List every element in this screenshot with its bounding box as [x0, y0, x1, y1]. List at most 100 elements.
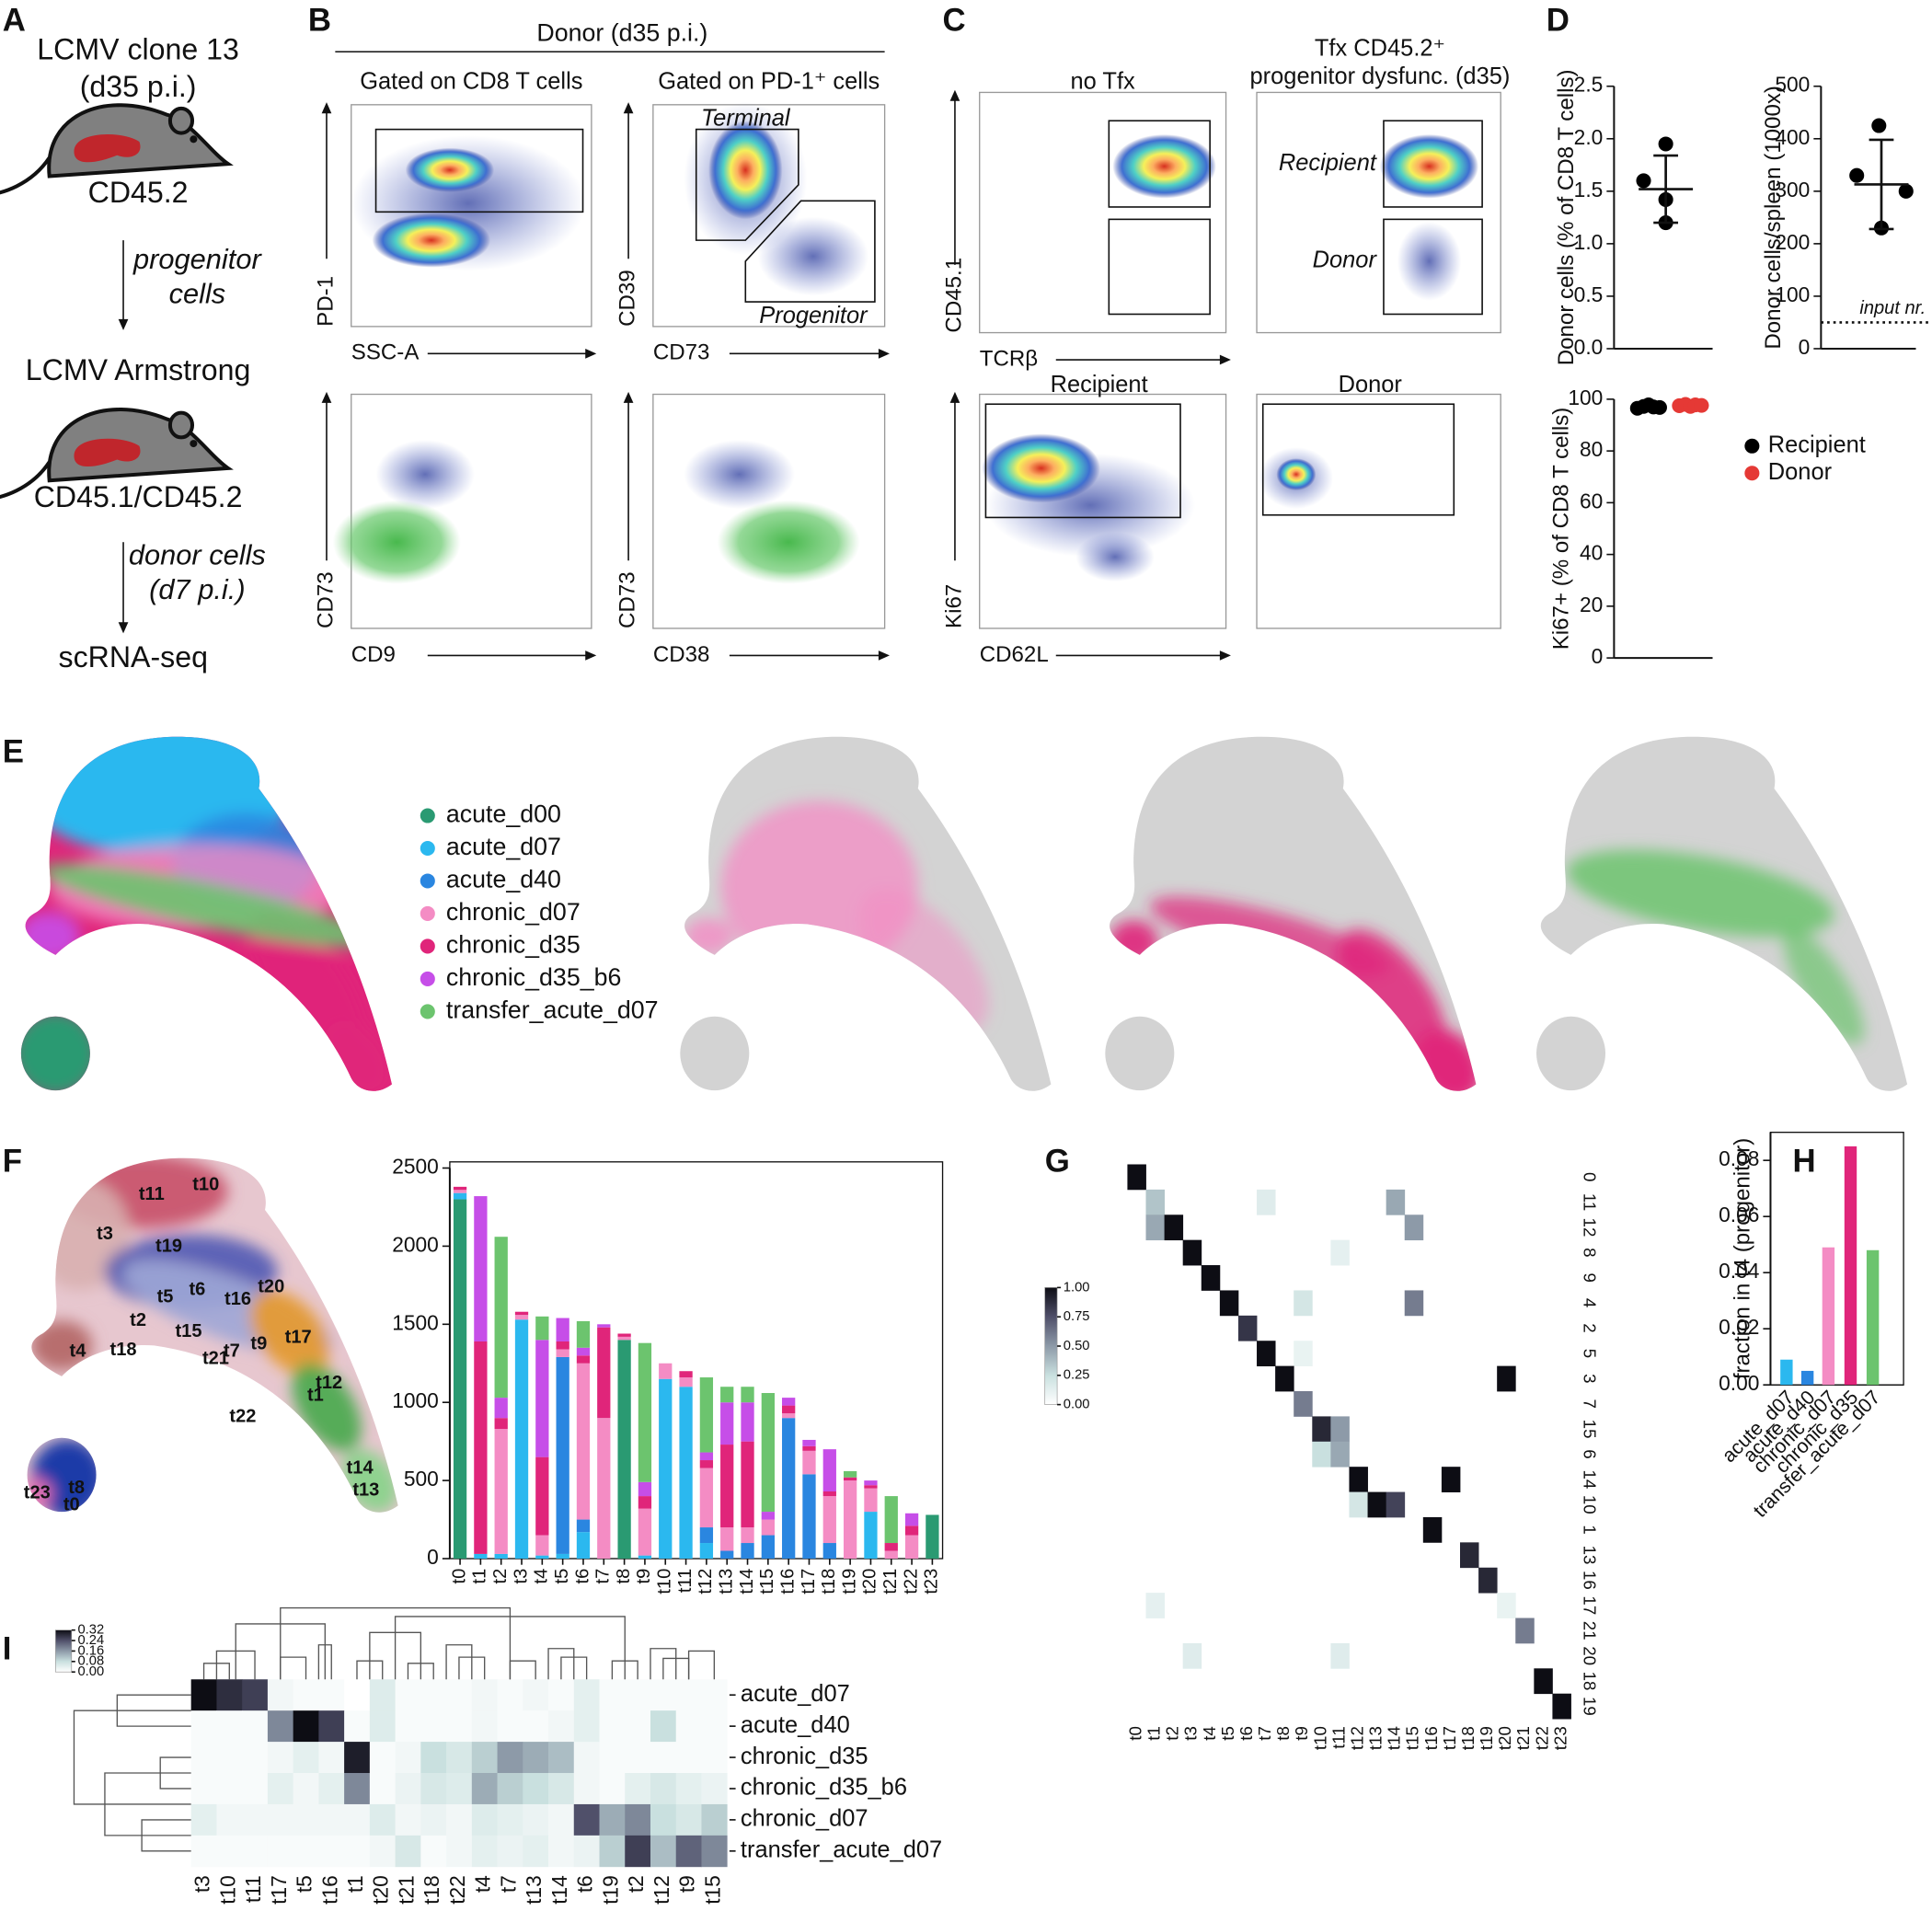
legend-swatch — [420, 905, 435, 922]
heatmap-cell — [446, 1773, 473, 1805]
heatmap-cell — [1219, 1290, 1239, 1317]
y-tick-label: 100 — [1568, 386, 1603, 409]
y-tick-label: 400 — [1775, 125, 1810, 149]
density-blob — [708, 121, 783, 220]
heatmap-cell — [242, 1803, 269, 1836]
mouse-kidney — [74, 438, 141, 467]
x-tick-label: t23 — [922, 1569, 942, 1594]
column-label: t1 — [343, 1875, 367, 1893]
cluster-label: t16 — [224, 1289, 251, 1309]
arrow-head — [949, 391, 960, 403]
column-label: t14 — [547, 1875, 571, 1905]
legend-label: Donor — [1768, 459, 1833, 485]
x-tick-label: t10 — [655, 1569, 675, 1594]
column-label: t19 — [598, 1875, 622, 1905]
arrow-head — [118, 318, 129, 330]
bar-segment — [699, 1452, 714, 1461]
column-label: t18 — [1458, 1726, 1478, 1750]
bar-segment — [822, 1491, 836, 1497]
heatmap-cell — [650, 1742, 677, 1774]
x-tick-label: t19 — [839, 1569, 859, 1594]
x-tick-label: t22 — [901, 1569, 921, 1594]
row-label: 12 — [1580, 1218, 1599, 1238]
column-label: t19 — [1477, 1726, 1496, 1750]
heatmap-cell — [1294, 1391, 1313, 1417]
heatmap-cell — [523, 1742, 549, 1774]
bar — [1866, 1249, 1880, 1386]
cluster-label: t6 — [189, 1279, 205, 1299]
x-tick-label: t7 — [593, 1569, 614, 1584]
cluster-label: t14 — [347, 1458, 374, 1479]
heatmap-cell — [650, 1710, 677, 1743]
row-label: 1 — [1580, 1525, 1599, 1534]
bar-segment — [822, 1496, 836, 1544]
heatmap-cell — [701, 1835, 728, 1868]
data-point — [1694, 397, 1709, 413]
heatmap-cell — [625, 1710, 651, 1743]
gate — [374, 128, 584, 213]
heatmap-cell — [1386, 1189, 1406, 1215]
plot-frame — [979, 393, 1227, 629]
bar-segment — [741, 1387, 754, 1403]
bar-segment — [474, 1341, 488, 1554]
y-tick-label: 0 — [1592, 644, 1604, 668]
heatmap-cell — [216, 1679, 243, 1711]
bar-segment — [904, 1535, 919, 1560]
heatmap-cell — [497, 1742, 523, 1774]
heatmap-cell — [344, 1835, 371, 1868]
heatmap-cell — [573, 1710, 600, 1743]
panel-letter: C — [943, 2, 966, 38]
heatmap-cell — [395, 1679, 421, 1711]
bar-segment — [741, 1527, 754, 1544]
label: progenitor — [132, 243, 262, 275]
bar-segment — [761, 1535, 775, 1560]
column-label: t13 — [522, 1875, 546, 1905]
density-blob — [1112, 133, 1216, 199]
column-label: t18 — [420, 1875, 443, 1905]
heatmap-cell — [675, 1835, 702, 1868]
bar-segment — [638, 1496, 652, 1509]
heatmap-cell — [1312, 1441, 1331, 1468]
plot-frame — [449, 1161, 944, 1560]
heatmap-cell — [675, 1710, 702, 1743]
umap-cells — [1566, 849, 1834, 937]
bar-segment — [802, 1439, 816, 1446]
heatmap-cell — [216, 1803, 243, 1836]
heatmap-cell — [318, 1773, 345, 1805]
density-blob — [717, 500, 860, 584]
heatmap-cell — [1294, 1290, 1313, 1317]
heatmap-cell — [267, 1679, 294, 1711]
heatmap-cell — [701, 1742, 728, 1774]
heatmap-cell — [344, 1742, 371, 1774]
column-label: t17 — [267, 1875, 291, 1905]
cluster-label: t2 — [130, 1310, 146, 1330]
bar-segment — [556, 1341, 569, 1350]
mouse-tail — [0, 156, 52, 195]
umap-cells — [684, 917, 733, 955]
heatmap-cell — [1330, 1416, 1350, 1443]
bar-segment — [884, 1550, 898, 1560]
density-blob — [372, 213, 491, 268]
column-label: t12 — [1347, 1726, 1366, 1750]
bar-segment — [576, 1532, 591, 1560]
heatmap-cell — [675, 1803, 702, 1836]
density-blob — [375, 440, 475, 510]
dendrogram — [509, 1660, 536, 1680]
x-axis-label: TCRβ — [980, 346, 1038, 371]
column-label: t22 — [1532, 1726, 1551, 1750]
data-point — [1849, 167, 1865, 183]
column-label: t21 — [394, 1875, 418, 1905]
x-tick-label: t18 — [819, 1569, 839, 1594]
gate — [1108, 120, 1211, 208]
bar-segment — [638, 1555, 652, 1560]
bar-segment — [659, 1363, 673, 1379]
umap-cells — [40, 863, 379, 948]
y-axis-label: Donor cells (% of CD8 T cells) — [1554, 69, 1579, 365]
column-label: t5 — [293, 1875, 316, 1893]
row-label: 10 — [1580, 1495, 1599, 1514]
density-blob — [982, 433, 1100, 503]
panel-letter: F — [3, 1143, 22, 1179]
column-label: t10 — [1310, 1726, 1329, 1750]
bar-segment — [474, 1196, 488, 1341]
heatmap-cell — [1422, 1516, 1443, 1543]
